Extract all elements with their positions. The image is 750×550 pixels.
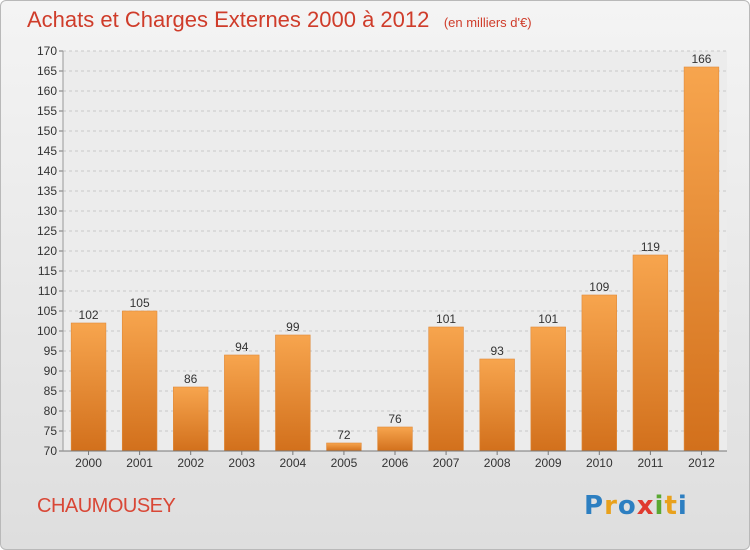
y-tick-label: 80 bbox=[44, 404, 58, 418]
y-tick-label: 95 bbox=[44, 344, 58, 358]
y-tick-label: 90 bbox=[44, 364, 58, 378]
bar-value-label: 102 bbox=[79, 308, 99, 322]
chart-title-block: Achats et Charges Externes 2000 à 2012 (… bbox=[27, 7, 532, 33]
x-tick-label: 2008 bbox=[484, 456, 511, 470]
bar-2003 bbox=[224, 354, 260, 452]
x-axis-ticks: 2000 2001 2002 2003 2004 2005 2006 2007 2008 2009… bbox=[75, 451, 715, 470]
bar-value-label: 76 bbox=[388, 412, 402, 426]
x-tick-label: 2002 bbox=[177, 456, 204, 470]
x-tick-label: 2007 bbox=[433, 456, 460, 470]
y-tick-label: 165 bbox=[37, 64, 57, 78]
x-tick-label: 2011 bbox=[637, 456, 663, 470]
y-tick-label: 115 bbox=[38, 264, 57, 278]
x-tick-label: 2003 bbox=[228, 456, 255, 470]
bar-2006 bbox=[377, 426, 413, 452]
y-tick-label: 85 bbox=[44, 384, 58, 398]
logo-letter: i bbox=[677, 491, 688, 521]
bar-2007 bbox=[428, 326, 464, 452]
logo-letter: o bbox=[617, 491, 637, 521]
bar-2000 bbox=[70, 322, 107, 452]
y-tick-label: 145 bbox=[37, 144, 57, 158]
y-tick-label: 155 bbox=[37, 104, 57, 118]
bar-value-label: 99 bbox=[286, 320, 300, 334]
proxiti-logo: Proxiti bbox=[584, 491, 688, 521]
bar-2010 bbox=[581, 294, 617, 452]
bar-2009 bbox=[530, 326, 566, 452]
x-tick-label: 2005 bbox=[331, 456, 358, 470]
logo-letter: x bbox=[636, 491, 655, 521]
logo-letter: r bbox=[604, 491, 618, 521]
logo-letter: i bbox=[654, 491, 665, 521]
bar-2004 bbox=[275, 334, 311, 452]
x-tick-label: 2000 bbox=[75, 456, 102, 470]
bar-2002 bbox=[173, 386, 209, 452]
y-axis-ticks: 70 75 80 85 90 95 100 105 110 115 120 125 130 135 140 1… bbox=[37, 44, 63, 458]
bar-value-label: 72 bbox=[337, 428, 351, 442]
y-tick-label: 70 bbox=[44, 444, 58, 458]
bar-value-label: 109 bbox=[589, 280, 609, 294]
x-tick-label: 2009 bbox=[535, 456, 562, 470]
y-tick-label: 125 bbox=[37, 224, 57, 238]
logo-letter: t bbox=[664, 491, 678, 521]
bar-value-label: 93 bbox=[490, 344, 504, 358]
y-tick-label: 130 bbox=[37, 204, 57, 218]
bar-2001 bbox=[121, 310, 158, 452]
y-tick-label: 105 bbox=[37, 304, 57, 318]
x-tick-label: 2004 bbox=[279, 456, 306, 470]
y-tick-label: 120 bbox=[37, 244, 57, 258]
bar-2012 bbox=[683, 66, 720, 452]
y-tick-label: 170 bbox=[37, 44, 57, 58]
chart-unit: (en milliers d'€) bbox=[443, 15, 532, 30]
y-tick-label: 135 bbox=[37, 184, 57, 198]
y-tick-label: 140 bbox=[37, 164, 57, 178]
logo-letter: P bbox=[584, 491, 605, 521]
chart-title: Achats et Charges Externes 2000 à 2012 bbox=[27, 7, 430, 32]
bar-value-label: 94 bbox=[235, 340, 249, 354]
y-tick-label: 100 bbox=[37, 324, 57, 338]
y-tick-label: 160 bbox=[37, 84, 57, 98]
x-tick-label: 2001 bbox=[126, 456, 153, 470]
bars: 102 105 86 94 99 72 76 101 93 101 109 119 166 bbox=[70, 52, 720, 452]
y-tick-label: 75 bbox=[44, 424, 58, 438]
bar-value-label: 101 bbox=[436, 312, 456, 326]
x-tick-label: 2010 bbox=[586, 456, 613, 470]
bar-value-label: 86 bbox=[184, 372, 198, 386]
city-name: CHAUMOUSEY bbox=[37, 495, 176, 517]
bar-value-label: 119 bbox=[641, 240, 660, 254]
bar-value-label: 105 bbox=[130, 296, 150, 310]
bar-value-label: 166 bbox=[691, 52, 711, 66]
x-tick-label: 2012 bbox=[688, 456, 715, 470]
y-tick-label: 110 bbox=[38, 284, 57, 298]
bar-2011 bbox=[632, 254, 669, 452]
bar-2005 bbox=[326, 442, 362, 452]
y-tick-label: 150 bbox=[37, 124, 57, 138]
bar-value-label: 101 bbox=[538, 312, 558, 326]
bar-2008 bbox=[479, 358, 515, 452]
x-tick-label: 2006 bbox=[382, 456, 409, 470]
